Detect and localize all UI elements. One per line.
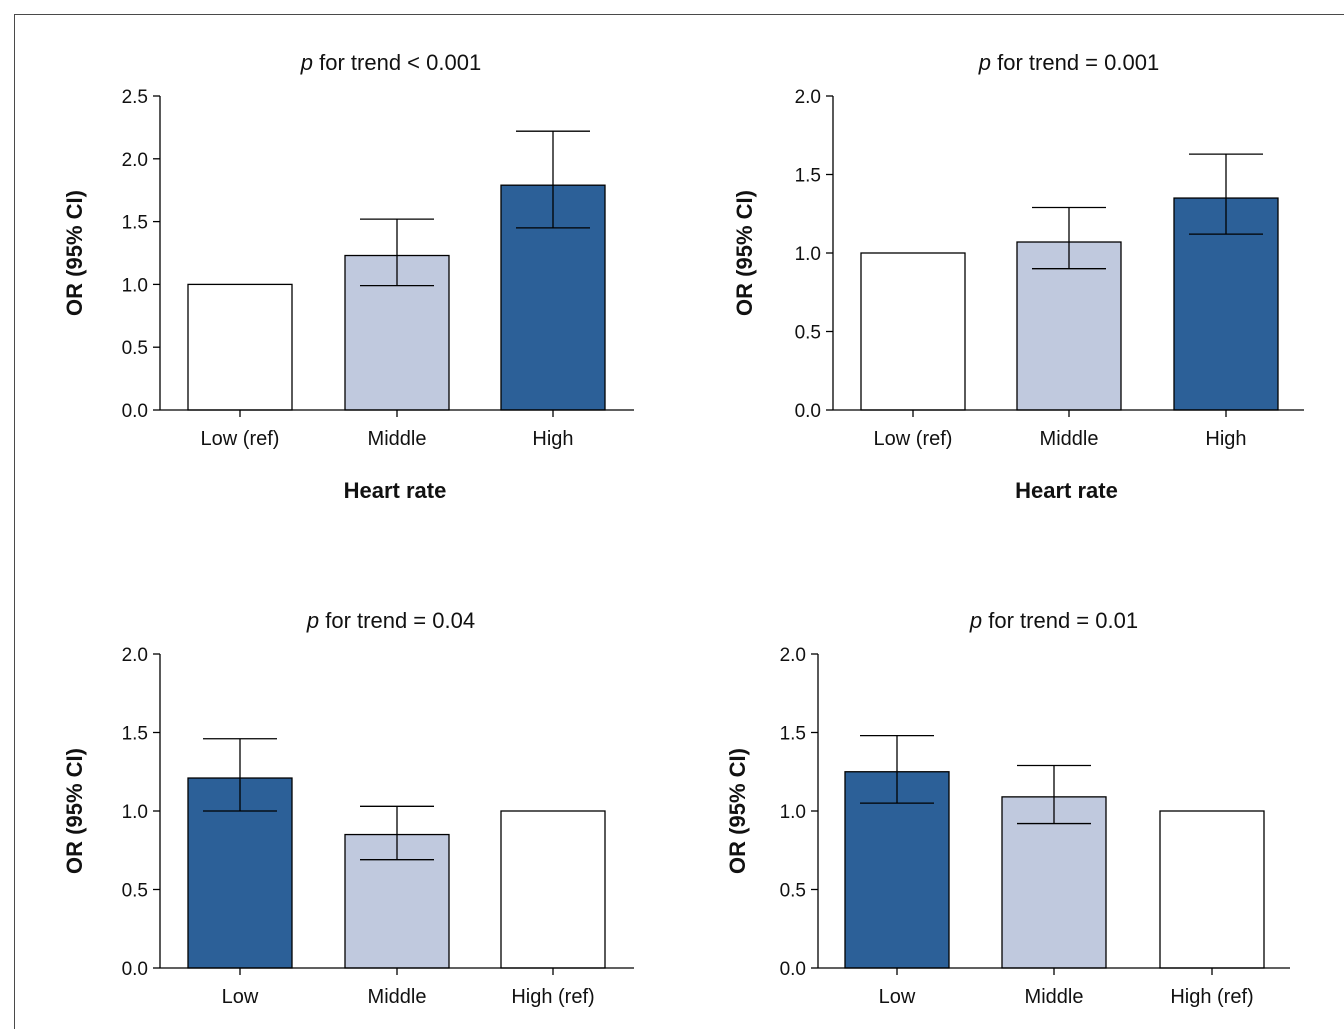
chart-title: p for trend < 0.001 <box>300 50 481 75</box>
x-tick-label: Middle <box>1025 986 1084 1008</box>
chart-panel-3: p for trend = 0.04 0.0 0.5 1.0 1.5 2.0 Low Midd… <box>62 608 634 1008</box>
chart-panel-2: p for trend = 0.001 0.0 0.5 1.0 1.5 2.0 Low (r… <box>732 50 1304 503</box>
x-tick-label: High <box>532 428 573 450</box>
chart-title: p for trend = 0.01 <box>969 608 1138 633</box>
error-bar-1 <box>860 734 934 804</box>
x-tick-label: Low <box>222 986 259 1008</box>
y-axis-label: OR (95% CI) <box>62 190 87 316</box>
y-tick-label: 0.5 <box>795 323 821 344</box>
bar-3 <box>1159 810 1265 969</box>
error-bar-2 <box>1032 206 1106 270</box>
bar-3 <box>500 810 606 969</box>
bar-2 <box>1001 796 1107 969</box>
y-tick-label: 1.5 <box>795 166 821 187</box>
error-bar-3 <box>516 130 590 229</box>
y-tick-label: 0.0 <box>122 959 148 980</box>
y-tick-label: 0.5 <box>122 338 148 359</box>
bar-1 <box>844 771 950 969</box>
bar-1 <box>860 252 966 411</box>
error-bar-1 <box>203 738 277 812</box>
y-tick-label: 2.0 <box>122 150 148 171</box>
x-axis-label: Heart rate <box>344 478 447 503</box>
error-bar-2 <box>360 218 434 287</box>
x-tick-label: Low (ref) <box>874 428 953 450</box>
chart-title-p: p <box>306 608 319 633</box>
x-tick-label: Middle <box>1040 428 1099 450</box>
x-axis-label: Heart rate <box>1015 478 1118 503</box>
chart-panel-4: p for trend = 0.01 0.0 0.5 1.0 1.5 2.0 Low Midd… <box>725 608 1290 1008</box>
chart-panel-1: p for trend < 0.001 0.0 0.5 1.0 1.5 2.0 2.5 Low… <box>62 50 634 503</box>
x-tick-label: High (ref) <box>1170 986 1253 1008</box>
y-tick-label: 1.0 <box>780 802 806 823</box>
x-tick-label: Middle <box>368 428 427 450</box>
bar-1 <box>187 283 293 411</box>
y-tick-label: 2.0 <box>122 645 148 666</box>
chart-title-p: p <box>300 50 313 75</box>
error-bar-2 <box>1017 764 1091 825</box>
chart-title-text: for trend = 0.04 <box>319 608 475 633</box>
y-tick-label: 1.0 <box>122 802 148 823</box>
chart-title: p for trend = 0.001 <box>978 50 1159 75</box>
x-tick-label: Low (ref) <box>201 428 280 450</box>
y-tick-label: 2.5 <box>122 87 148 108</box>
x-tick-label: Low <box>879 986 916 1008</box>
x-tick-label: Middle <box>368 986 427 1008</box>
error-bar-2 <box>360 805 434 861</box>
y-tick-label: 0.0 <box>795 401 821 422</box>
y-tick-label: 2.0 <box>780 645 806 666</box>
chart-title-p: p <box>978 50 991 75</box>
y-tick-label: 1.0 <box>795 244 821 265</box>
y-axis-label: OR (95% CI) <box>732 190 757 316</box>
y-axis-label: OR (95% CI) <box>62 748 87 874</box>
chart-title-text: for trend = 0.01 <box>982 608 1138 633</box>
chart-title: p for trend = 0.04 <box>306 608 475 633</box>
y-tick-label: 0.5 <box>122 881 148 902</box>
chart-title-text: for trend < 0.001 <box>313 50 481 75</box>
y-tick-label: 1.5 <box>122 213 148 234</box>
chart-title-text: for trend = 0.001 <box>991 50 1159 75</box>
y-tick-label: 2.0 <box>795 87 821 108</box>
y-tick-label: 0.0 <box>122 401 148 422</box>
chart-title-p: p <box>969 608 982 633</box>
y-tick-label: 1.5 <box>122 724 148 745</box>
x-tick-label: High (ref) <box>511 986 594 1008</box>
figure-frame <box>14 14 1344 1029</box>
y-tick-label: 0.0 <box>780 959 806 980</box>
y-axis-label: OR (95% CI) <box>725 748 750 874</box>
y-tick-label: 1.0 <box>122 275 148 296</box>
error-bar-3 <box>1189 153 1263 235</box>
x-tick-label: High <box>1205 428 1246 450</box>
y-tick-label: 0.5 <box>780 881 806 902</box>
y-tick-label: 1.5 <box>780 724 806 745</box>
